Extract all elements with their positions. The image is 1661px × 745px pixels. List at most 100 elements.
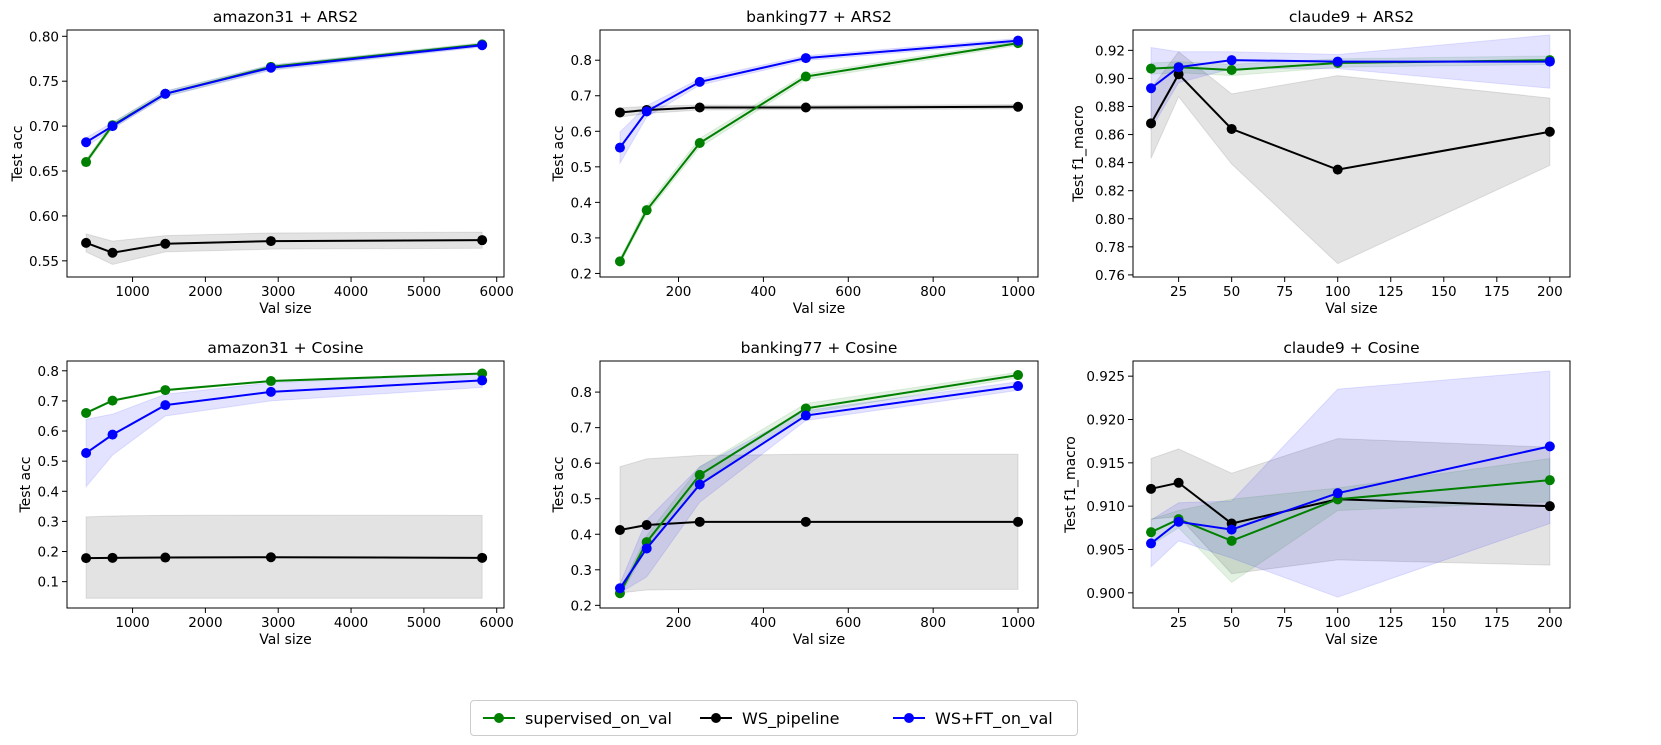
x-tick-label: 150 [1431,284,1457,300]
legend-label-ws-pipeline: WS_pipeline [742,708,840,728]
x-axis-label: Val size [1325,632,1378,648]
x-tick-label: 4000 [334,284,368,300]
point-ws-ft-on-val [1146,83,1157,94]
subplot-3: claude9 + ARS2 Val size Test f1_macro 25 50 7… [1071,8,1571,317]
subplot-title: claude9 + ARS2 [1289,8,1414,26]
point-supervised-on-val [160,385,171,396]
y-tick-label: 0.3 [571,563,592,579]
point-ws-pipeline [800,102,811,113]
point-ws-ft-on-val [1173,62,1184,73]
y-tick-label: 0.82 [1095,184,1125,200]
y-tick-label: 0.86 [1095,128,1125,144]
y-tick-label: 0.60 [29,209,59,225]
point-ws-ft-on-val [800,410,811,421]
plot-area [1146,34,1555,265]
point-ws-ft-on-val [1226,524,1237,535]
point-ws-ft-on-val [1013,35,1024,46]
point-ws-ft-on-val [265,62,276,73]
point-ws-pipeline [1544,501,1555,512]
point-ws-ft-on-val [800,53,811,64]
x-tick-label: 800 [920,615,946,631]
point-ws-ft-on-val [81,448,92,459]
point-supervised-on-val [265,376,276,387]
y-tick-label: 0.6 [571,456,592,472]
point-supervised-on-val [1226,535,1237,546]
x-tick-label: 800 [920,284,946,300]
plot-area [81,368,488,599]
x-tick-label: 50 [1223,284,1240,300]
point-supervised-on-val [614,256,625,267]
y-tick-label: 0.4 [38,484,59,500]
y-tick-label: 0.1 [38,575,59,591]
y-tick-label: 0.6 [571,124,592,140]
point-ws-pipeline [265,552,276,563]
y-tick-label: 0.7 [571,89,592,105]
x-tick-label: 200 [1537,615,1563,631]
x-tick-label: 400 [751,284,777,300]
point-supervised-on-val [800,403,811,414]
point-ws-pipeline [265,236,276,247]
plot-area [614,370,1024,599]
point-supervised-on-val [641,205,652,216]
x-tick-label: 4000 [334,615,368,631]
point-ws-ft-on-val [614,142,625,153]
subplot-4: amazon31 + Cosine Val size Test acc 1000 200… [18,339,514,648]
x-tick-label: 1000 [115,615,149,631]
x-tick-label: 6000 [480,615,514,631]
x-tick-label: 600 [835,284,861,300]
point-ws-pipeline [477,235,488,246]
y-tick-label: 0.4 [571,527,592,543]
y-tick-label: 0.3 [38,514,59,530]
y-axis-label: Test f1_macro [1063,436,1079,534]
y-tick-label: 0.2 [571,266,592,282]
point-ws-ft-on-val [1332,56,1343,67]
x-tick-label: 200 [666,615,692,631]
y-tick-label: 0.2 [571,598,592,614]
x-tick-label: 2000 [188,615,222,631]
point-supervised-on-val [1544,475,1555,486]
point-ws-ft-on-val [641,543,652,554]
point-ws-ft-on-val [1544,56,1555,67]
y-tick-label: 0.7 [571,421,592,437]
band-ws-pipeline [85,231,483,265]
plot-frame [599,360,1039,609]
y-axis-label: Test f1_macro [1071,105,1087,203]
y-tick-label: 0.915 [1086,456,1125,472]
subplot-title: banking77 + ARS2 [746,8,892,26]
point-supervised-on-val [694,138,705,149]
point-ws-ft-on-val [477,40,488,51]
legend: supervised_on_val WS_pipeline WS+FT_on_v… [470,700,1078,736]
legend-label-ws-ft: WS+FT_on_val [935,708,1053,728]
point-ws-ft-on-val [265,386,276,397]
band-ws-pipeline [1150,51,1551,265]
point-ws-pipeline [1544,126,1555,137]
point-ws-ft-on-val [694,76,705,87]
x-tick-label: 175 [1484,284,1510,300]
x-axis-label: Val size [793,301,846,317]
point-ws-ft-on-val [614,583,625,594]
y-tick-label: 0.8 [571,53,592,69]
y-tick-label: 0.5 [38,454,59,470]
line-ws-pipeline [86,556,483,560]
x-tick-label: 150 [1431,615,1457,631]
legend-marker-supervised [483,713,515,723]
plot-frame [66,360,505,609]
point-ws-pipeline [81,553,92,564]
legend-item-supervised: supervised_on_val [481,701,672,735]
point-ws-pipeline [641,520,652,531]
x-axis-label: Val size [259,632,312,648]
plot-area [81,39,488,265]
band-ws-ft-on-val [85,42,483,148]
y-tick-label: 0.925 [1086,369,1125,385]
x-tick-label: 5000 [407,615,441,631]
point-ws-pipeline [694,516,705,527]
legend-marker-ws-ft [893,713,925,723]
x-tick-label: 200 [666,284,692,300]
x-tick-label: 25 [1170,284,1187,300]
plot-area [1146,370,1555,598]
legend-item-ws-ft: WS+FT_on_val [891,701,1053,735]
subplot-5: banking77 + Cosine Val size Test acc 200 400… [551,339,1039,648]
point-ws-pipeline [1173,477,1184,488]
y-tick-label: 0.65 [29,164,59,180]
y-tick-label: 0.80 [29,29,59,45]
